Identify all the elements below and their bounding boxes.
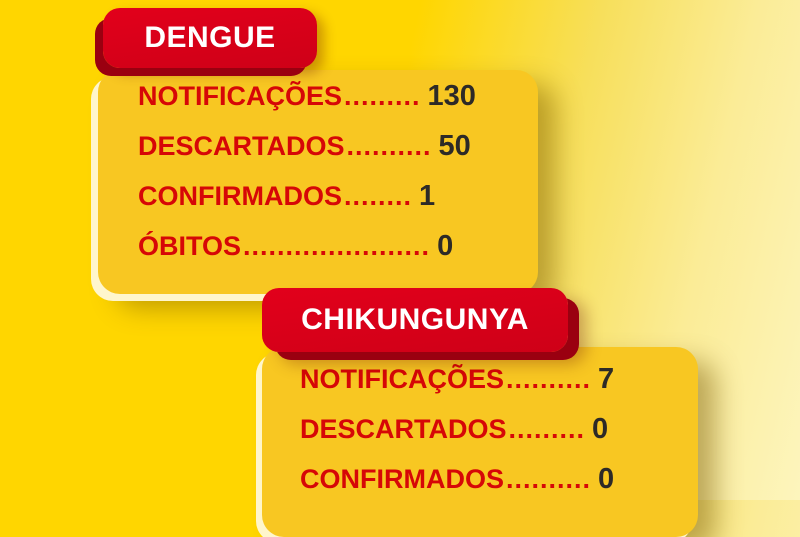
chikungunya-stats-card: NOTIFICAÇÕES.......... 7 DESCARTADOS.....… <box>262 347 698 537</box>
dot-leader: ...................... <box>243 231 431 261</box>
stat-label: DESCARTADOS <box>138 131 345 161</box>
section-title: DENGUE <box>144 21 276 54</box>
dot-leader: ........ <box>344 181 413 211</box>
stat-row: DESCARTADOS......... 0 <box>300 413 698 463</box>
stat-value: 50 <box>438 130 471 162</box>
dot-leader: .......... <box>506 364 592 394</box>
stat-label: NOTIFICAÇÕES <box>138 81 343 111</box>
section-title: CHIKUNGUNYA <box>301 303 529 336</box>
stat-label: CONFIRMADOS <box>300 464 504 494</box>
stat-value: 0 <box>592 413 609 445</box>
dengue-stats-card: NOTIFICAÇÕES......... 130 DESCARTADOS....… <box>98 70 538 294</box>
stat-label: DESCARTADOS <box>300 414 507 444</box>
stat-label: CONFIRMADOS <box>138 181 342 211</box>
dot-leader: .......... <box>506 464 592 494</box>
dengue-section-header: DENGUE <box>103 8 317 68</box>
stat-row: DESCARTADOS.......... 50 <box>138 130 538 180</box>
dot-leader: .......... <box>346 131 432 161</box>
stat-label: NOTIFICAÇÕES <box>300 364 505 394</box>
stat-row: CONFIRMADOS.......... 0 <box>300 463 698 513</box>
chikungunya-section-header: CHIKUNGUNYA <box>262 288 568 352</box>
stat-label: ÓBITOS <box>138 231 242 261</box>
dot-leader: ......... <box>508 414 586 444</box>
stat-value: 0 <box>437 230 454 262</box>
stat-value: 130 <box>427 80 476 112</box>
stat-row: NOTIFICAÇÕES.......... 7 <box>300 363 698 413</box>
stat-row: ÓBITOS...................... 0 <box>138 230 538 280</box>
stat-value: 7 <box>598 363 615 395</box>
stat-value: 1 <box>419 180 436 212</box>
dot-leader: ......... <box>344 81 421 111</box>
stat-value: 0 <box>598 463 615 495</box>
stat-row: CONFIRMADOS........ 1 <box>138 180 538 230</box>
stat-row: NOTIFICAÇÕES......... 130 <box>138 80 538 130</box>
